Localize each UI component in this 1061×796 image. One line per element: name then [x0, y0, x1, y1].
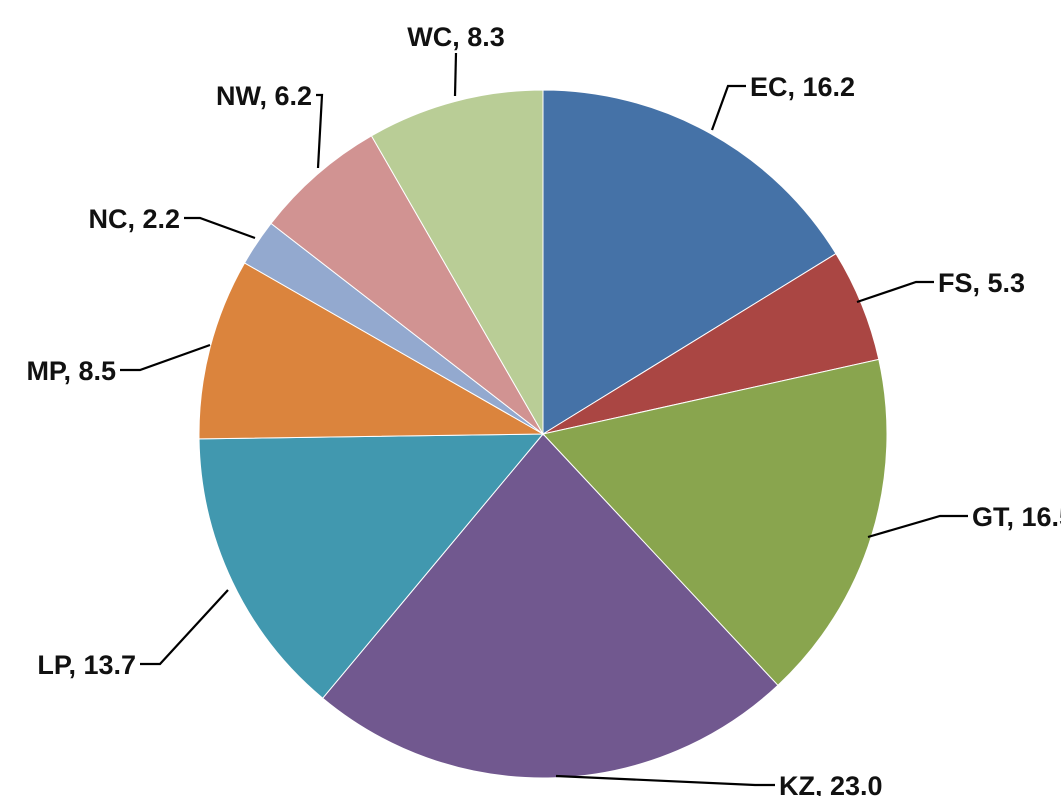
leader-line-nw — [316, 93, 324, 169]
leader-line-kz — [555, 774, 775, 787]
data-label-nw: NW, 6.2 — [216, 81, 312, 111]
data-label-nc: NC, 2.2 — [88, 204, 180, 234]
data-label-mp: MP, 8.5 — [26, 356, 116, 386]
pie-slice-nw — [270, 135, 544, 435]
leader-lines — [120, 52, 968, 787]
leader-line-fs — [856, 280, 934, 304]
data-label-ec: EC, 16.2 — [750, 72, 855, 102]
leader-line-lp — [140, 589, 229, 666]
data-label-fs: FS, 5.3 — [938, 268, 1025, 298]
leader-line-gt — [867, 514, 968, 539]
data-label-kz: KZ, 23.0 — [779, 771, 883, 796]
data-label-wc: WC, 8.3 — [407, 22, 505, 52]
pie-slice-kz — [322, 433, 779, 779]
pie-slices — [198, 89, 888, 779]
leader-line-mp — [120, 343, 211, 372]
pie-slice-wc — [370, 89, 544, 436]
leader-line-nc — [184, 216, 256, 240]
pie-slice-ec — [542, 89, 837, 435]
pie-slice-mp — [198, 262, 545, 440]
data-label-gt: GT, 16.5 — [972, 502, 1061, 532]
leader-line-ec — [710, 84, 746, 131]
data-label-lp: LP, 13.7 — [37, 650, 136, 680]
data-labels: EC, 16.2 FS, 5.3 GT, 16.5 KZ, 23.0 LP, 13.7 M… — [26, 22, 1061, 796]
leader-line-wc — [453, 52, 458, 97]
pie-slice-lp — [198, 433, 545, 699]
